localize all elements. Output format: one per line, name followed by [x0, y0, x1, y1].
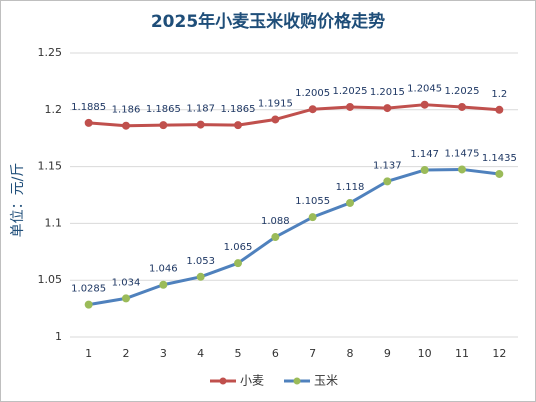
x-tick-label: 3 — [160, 347, 167, 360]
y-axis-label: 单位：元/斤 — [10, 163, 26, 238]
point — [458, 102, 466, 111]
chart-title: 2025年小麦玉米收购价格走势 — [151, 11, 385, 32]
legend-label: 玉米 — [314, 374, 338, 388]
x-tick-label: 10 — [418, 347, 432, 360]
legend-marker — [219, 377, 227, 385]
point — [495, 105, 504, 114]
series-line — [88, 103, 500, 128]
data-label: 1.2025 — [445, 86, 480, 97]
point — [346, 198, 354, 207]
data-label: 1.137 — [373, 160, 402, 171]
y-tick-label: 1.15 — [38, 160, 63, 173]
data-label: 1.065 — [224, 242, 253, 253]
point — [159, 121, 168, 130]
x-tick-label: 11 — [455, 347, 469, 360]
point — [196, 272, 205, 281]
x-tick-label: 8 — [347, 347, 354, 360]
data-label: 1.187 — [186, 104, 215, 115]
point — [234, 259, 242, 268]
x-tick-label: 6 — [272, 347, 279, 360]
x-tick-label: 7 — [309, 347, 316, 360]
point — [458, 165, 466, 174]
point — [271, 233, 280, 242]
point — [159, 280, 168, 289]
point — [196, 120, 205, 129]
point — [308, 213, 317, 222]
data-label: 1.1865 — [221, 104, 256, 115]
data-label: 1.2005 — [295, 88, 330, 99]
data-label: 1.053 — [186, 256, 215, 267]
y-tick-label: 1.25 — [38, 46, 63, 59]
point — [495, 169, 504, 178]
data-label: 1.1865 — [146, 104, 181, 115]
point — [383, 104, 392, 113]
y-tick-label: 1.05 — [38, 273, 63, 286]
y-tick-label: 1.1 — [45, 216, 63, 229]
data-label: 1.147 — [410, 149, 439, 160]
x-tick-label: 5 — [235, 347, 242, 360]
data-label: 1.0285 — [71, 284, 106, 295]
x-tick-label: 12 — [492, 347, 506, 360]
point — [122, 121, 130, 130]
data-label: 1.186 — [112, 105, 141, 116]
legend-marker — [293, 377, 301, 385]
data-label: 1.2045 — [407, 84, 442, 95]
data-label: 1.1885 — [71, 102, 106, 113]
series-line — [88, 167, 500, 307]
y-tick-label: 1.2 — [45, 103, 63, 116]
data-label: 1.088 — [261, 216, 290, 227]
point — [383, 177, 392, 186]
point — [234, 121, 242, 130]
point — [271, 115, 280, 124]
point — [420, 166, 429, 175]
point — [308, 105, 317, 114]
data-label: 1.1915 — [258, 98, 293, 109]
point — [84, 118, 93, 127]
data-label: 1.118 — [336, 182, 365, 193]
x-tick-label: 2 — [123, 347, 130, 360]
x-tick-label: 4 — [197, 347, 204, 360]
point — [84, 300, 93, 309]
data-label: 1.1435 — [482, 153, 517, 164]
point — [122, 294, 130, 303]
y-tick-label: 1 — [55, 330, 62, 343]
data-label: 1.1475 — [445, 148, 480, 159]
x-tick-label: 9 — [384, 347, 391, 360]
point — [346, 102, 354, 111]
data-label: 1.2015 — [370, 87, 405, 98]
point — [420, 100, 429, 109]
data-label: 1.034 — [112, 277, 141, 288]
data-label: 1.2 — [491, 89, 507, 100]
data-label: 1.046 — [149, 264, 178, 275]
x-tick-label: 1 — [85, 347, 92, 360]
legend-label: 小麦 — [240, 374, 264, 388]
data-label: 1.2025 — [333, 86, 368, 97]
data-label: 1.1055 — [295, 196, 330, 207]
